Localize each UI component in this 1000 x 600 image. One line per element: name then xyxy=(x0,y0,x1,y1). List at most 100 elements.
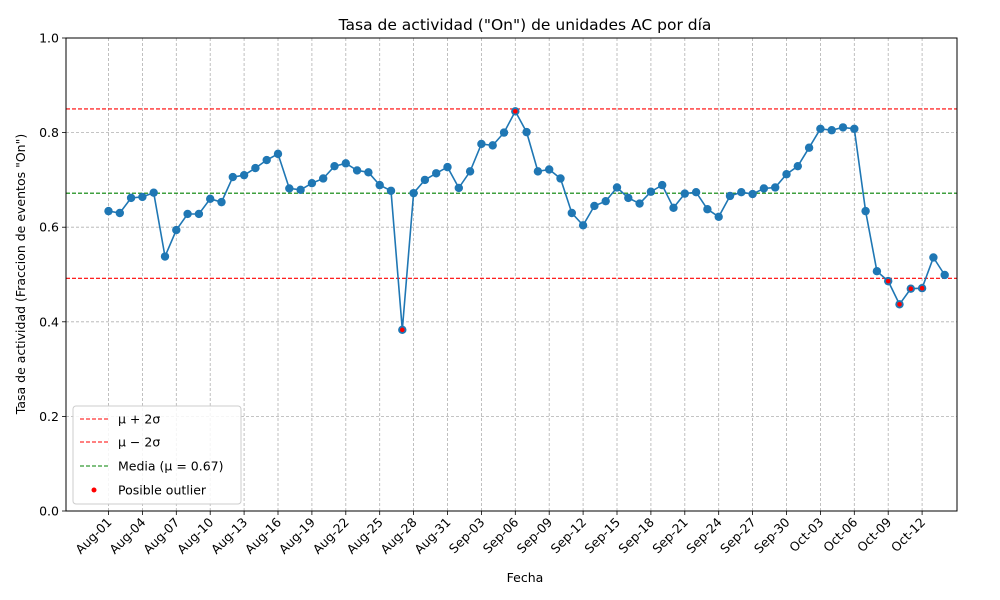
data-point xyxy=(499,128,509,137)
x-tick-label: Aug-10 xyxy=(174,514,216,556)
legend-box xyxy=(72,405,242,505)
data-point xyxy=(319,174,328,183)
legend: μ + 2σ μ − 2σ Media (μ = 0.67) Posible outl… xyxy=(72,405,242,505)
data-point xyxy=(714,212,723,221)
data-points xyxy=(104,107,949,335)
data-point xyxy=(578,221,588,230)
data-point xyxy=(816,124,825,134)
data-point xyxy=(556,174,565,183)
data-point xyxy=(624,193,633,203)
data-point xyxy=(635,199,644,208)
data-point xyxy=(737,187,746,197)
outlier-point xyxy=(513,109,518,114)
data-point xyxy=(612,183,622,192)
y-axis-label: Tasa de actividad (Fraccion de eventos "… xyxy=(13,134,28,415)
y-tick-label: 0.0 xyxy=(39,504,59,519)
x-tick-label: Oct-09 xyxy=(854,514,894,554)
data-point xyxy=(138,192,147,202)
data-point xyxy=(522,127,531,137)
x-tick-label: Sep-24 xyxy=(683,514,725,556)
x-tick-label: Oct-03 xyxy=(786,515,826,555)
data-point xyxy=(364,168,373,177)
data-point xyxy=(194,209,204,219)
data-point xyxy=(940,270,949,280)
x-tick-label: Aug-04 xyxy=(106,514,148,556)
data-point xyxy=(409,188,418,198)
data-point xyxy=(183,209,192,219)
plot-frame xyxy=(65,37,958,512)
y-axis-ticks: 0.0 0.2 0.4 0.6 0.8 1.0 xyxy=(39,31,66,519)
x-axis-label: Fecha xyxy=(507,570,544,585)
data-point xyxy=(771,183,780,192)
x-tick-label: Aug-16 xyxy=(242,514,284,556)
data-point xyxy=(104,206,113,216)
outlier-point xyxy=(919,285,925,291)
chart-title: Tasa de actividad ("On") de unidades AC … xyxy=(338,16,712,34)
x-tick-label: Sep-18 xyxy=(615,514,657,556)
outlier-point xyxy=(885,278,891,284)
x-tick-label: Oct-12 xyxy=(888,515,928,555)
x-tick-label: Sep-30 xyxy=(751,514,793,556)
data-point xyxy=(285,184,294,193)
data-point xyxy=(341,159,350,168)
data-point xyxy=(375,180,384,190)
x-tick-label: Sep-21 xyxy=(649,515,691,557)
data-point xyxy=(590,201,599,211)
data-point xyxy=(206,194,215,204)
x-tick-label: Aug-19 xyxy=(276,514,318,556)
data-point xyxy=(827,126,836,135)
data-point xyxy=(307,179,317,188)
data-point xyxy=(126,193,136,203)
x-tick-label: Sep-12 xyxy=(548,515,590,557)
data-point xyxy=(601,196,610,206)
data-point xyxy=(432,169,441,178)
data-point xyxy=(477,139,486,149)
data-point xyxy=(748,189,757,199)
data-point xyxy=(691,187,701,197)
y-tick-label: 0.8 xyxy=(39,125,59,140)
data-point xyxy=(251,163,260,173)
data-point xyxy=(850,124,859,134)
series-polyline xyxy=(108,109,946,330)
x-tick-label: Sep-09 xyxy=(514,514,556,556)
data-point xyxy=(545,165,554,174)
y-tick-label: 0.6 xyxy=(39,220,59,235)
legend-label: μ + 2σ xyxy=(118,412,160,427)
data-point xyxy=(861,206,870,216)
data-point xyxy=(669,203,678,213)
x-tick-label: Aug-28 xyxy=(377,514,419,556)
data-point xyxy=(567,208,576,218)
x-tick-label: Aug-01 xyxy=(72,515,114,557)
data-point xyxy=(793,161,802,171)
x-tick-label: Aug-25 xyxy=(344,515,386,557)
series-line xyxy=(108,109,946,330)
data-point xyxy=(646,187,656,196)
data-point xyxy=(759,184,769,193)
data-point xyxy=(149,188,158,197)
data-point xyxy=(262,155,271,165)
outlier-points xyxy=(400,109,925,333)
x-tick-label: Aug-13 xyxy=(208,515,250,557)
y-tick-label: 1.0 xyxy=(39,31,59,46)
outlier-point xyxy=(897,301,902,307)
data-point xyxy=(420,175,430,185)
legend-label: Media (μ = 0.67) xyxy=(118,459,223,474)
reference-lines xyxy=(66,108,957,279)
legend-label: Posible outlier xyxy=(118,483,207,498)
data-point xyxy=(804,143,814,152)
data-point xyxy=(680,189,689,198)
data-point xyxy=(725,191,735,201)
data-point xyxy=(658,180,667,190)
x-tick-label: Aug-22 xyxy=(310,515,352,557)
data-point xyxy=(782,170,791,179)
data-point xyxy=(296,185,305,195)
x-tick-label: Sep-03 xyxy=(446,515,488,557)
data-point xyxy=(239,170,249,180)
data-point xyxy=(533,167,543,176)
x-tick-label: Sep-15 xyxy=(581,515,623,557)
x-tick-label: Sep-06 xyxy=(480,514,522,556)
y-tick-label: 0.2 xyxy=(39,409,59,424)
data-point xyxy=(352,166,362,175)
data-point xyxy=(465,167,475,176)
outlier-point xyxy=(400,327,405,333)
